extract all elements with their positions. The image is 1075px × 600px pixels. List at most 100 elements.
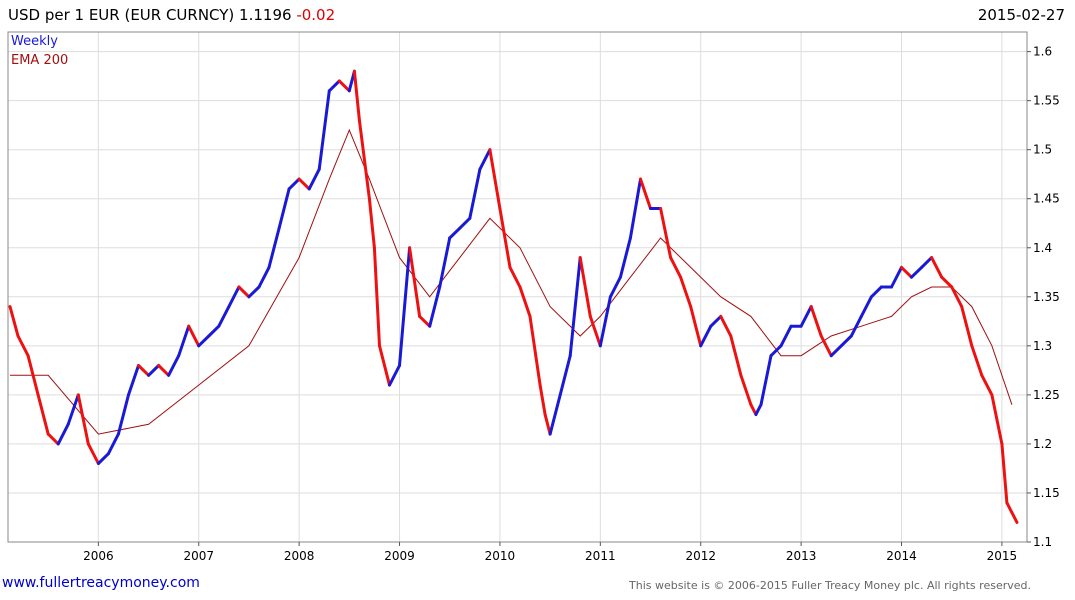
weekly-segment-up (468, 167, 482, 220)
weekly-segment-up (277, 187, 291, 230)
chart-date: 2015-02-27 (977, 6, 1065, 24)
weekly-segment-down (498, 207, 512, 269)
y-tick-label: 1.1 (1033, 535, 1052, 549)
y-tick-label: 1.5 (1033, 143, 1052, 157)
weekly-segment-up (66, 393, 80, 426)
weekly-segment-up (307, 167, 321, 191)
y-tick-label: 1.25 (1033, 388, 1060, 402)
weekly-segment-down (689, 305, 703, 348)
weekly-segment-down (900, 265, 913, 279)
weekly-segment-down (659, 207, 673, 260)
weekly-segment-down (1005, 501, 1014, 515)
y-tick-label: 1.15 (1033, 486, 1060, 500)
y-tick-label: 1.45 (1033, 192, 1060, 206)
weekly-segment-up (197, 334, 211, 348)
weekly-segment-up (920, 256, 934, 269)
weekly-segment-up (548, 393, 562, 436)
weekly-segment-up (910, 265, 924, 279)
weekly-segment-up (458, 216, 472, 230)
weekly-segment-up (428, 285, 442, 328)
weekly-segment-up (779, 324, 793, 348)
chart-title-text: USD per 1 EUR (EUR CURNCY) 1.1196 (8, 6, 292, 24)
weekly-segment-down (408, 246, 422, 318)
weekly-segment-down (8, 305, 20, 338)
weekly-segment-up (147, 364, 161, 377)
weekly-segment-down (719, 314, 733, 338)
weekly-segment-down (940, 275, 954, 289)
weekly-segment-up (388, 364, 401, 387)
weekly-segment-down (337, 79, 351, 93)
weekly-segment-down (297, 177, 311, 191)
x-tick-label: 2006 (83, 549, 114, 563)
grid-lines (8, 32, 1027, 543)
weekly-segment-down (418, 314, 432, 328)
weekly-segment-down (639, 177, 652, 210)
weekly-segment-down (46, 432, 60, 446)
weekly-series (8, 69, 1019, 524)
y-axis: 1.1 1.15 1.2 1.25 1.3 1.35 1.4 1.45 1.5 1.55 1.6 (1027, 45, 1060, 549)
y-tick-label: 1.2 (1033, 437, 1052, 451)
weekly-segment-up (869, 285, 883, 299)
weekly-segment-up (568, 256, 582, 358)
x-tick-label: 2007 (183, 549, 214, 563)
weekly-segment-up (859, 295, 873, 318)
weekly-segment-up (116, 393, 130, 436)
weekly-segment-up (247, 285, 261, 299)
ema-series (10, 128, 1013, 435)
plot-frame (7, 31, 1028, 543)
weekly-segment-down (508, 265, 522, 289)
weekly-segment-down (739, 373, 753, 407)
weekly-segment-up (598, 295, 612, 348)
weekly-segment-up (754, 403, 763, 416)
weekly-segment-up (267, 226, 281, 269)
weekly-segment-down (679, 275, 693, 309)
weekly-segment-down (543, 413, 552, 436)
weekly-segment-up (558, 354, 572, 397)
x-tick-label: 2012 (685, 549, 716, 563)
weekly-segment-down (990, 393, 1004, 446)
weekly-segment-down (367, 197, 376, 250)
weekly-segment-down (930, 256, 944, 279)
weekly-segment-up (438, 236, 452, 289)
weekly-segment-up (106, 432, 120, 456)
x-tick-label: 2015 (987, 549, 1018, 563)
weekly-segment-up (628, 177, 642, 240)
x-tick-label: 2014 (886, 549, 917, 563)
ema-line (10, 128, 1013, 435)
y-tick-label: 1.35 (1033, 290, 1060, 304)
weekly-segment-down (488, 148, 502, 210)
legend: Weekly EMA 200 (11, 34, 68, 68)
weekly-segment-up (448, 226, 462, 240)
y-tick-label: 1.3 (1033, 339, 1052, 353)
weekly-segment-down (538, 383, 547, 416)
price-change: -0.02 (296, 6, 336, 24)
chart-title: USD per 1 EUR (EUR CURNCY) 1.1196 -0.02 (8, 6, 335, 24)
weekly-segment-up (227, 285, 241, 309)
weekly-segment-down (187, 324, 201, 348)
site-link[interactable]: www.fullertreacymoney.com (2, 575, 200, 591)
weekly-segment-up (799, 305, 813, 328)
copyright-notice: This website is © 2006-2015 Fuller Treac… (629, 579, 1031, 592)
weekly-segment-up (478, 148, 492, 171)
weekly-segment-down (518, 285, 532, 318)
x-tick-label: 2008 (284, 549, 315, 563)
weekly-segment-down (157, 364, 171, 377)
y-tick-label: 1.55 (1033, 94, 1060, 108)
weekly-segment-up (759, 354, 773, 407)
weekly-segment-up (167, 354, 181, 377)
legend-weekly: Weekly (11, 34, 58, 49)
weekly-segment-down (669, 256, 683, 279)
weekly-segment-down (578, 256, 592, 318)
weekly-segment-down (137, 364, 151, 377)
weekly-segment-down (1000, 442, 1009, 505)
weekly-segment-down (36, 393, 50, 436)
weekly-segment-down (352, 69, 361, 122)
weekly-segment-down (819, 334, 833, 358)
weekly-segment-up (709, 314, 723, 328)
weekly-segment-down (588, 314, 602, 348)
weekly-segment-up (327, 79, 341, 93)
weekly-segment-up (849, 314, 863, 338)
weekly-segment-down (86, 442, 100, 465)
weekly-segment-down (372, 246, 381, 348)
